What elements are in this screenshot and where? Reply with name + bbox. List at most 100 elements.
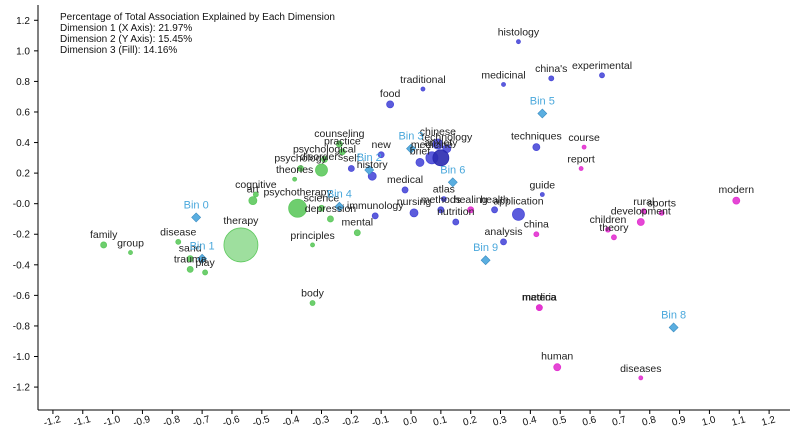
x-tick-label: 0.4 xyxy=(522,414,539,428)
bin-9-marker xyxy=(480,255,491,266)
term-label-counseling: counseling xyxy=(314,128,364,140)
x-tick-label: 0.8 xyxy=(641,414,658,428)
term-label-trauma: trauma xyxy=(174,253,207,265)
bin-markers xyxy=(191,108,679,333)
term-label-materia: materia xyxy=(522,292,557,304)
term-label-theories: theories xyxy=(276,164,313,176)
y-tick-label: -1.0 xyxy=(13,352,31,363)
term-label-depression: depression xyxy=(305,203,357,215)
term-label-rural: rural xyxy=(633,196,654,208)
term-label-development: development xyxy=(611,206,671,218)
y-tick-label: -0.0 xyxy=(13,199,31,210)
term-label-technology: technology xyxy=(421,132,473,144)
dimension-2-percent: Dimension 2 (Y Axis): 15.45% xyxy=(60,34,193,45)
term-label-china: china xyxy=(524,219,549,231)
axes: 1.2 1.0 0.8 0.6 0.4 0.2 -0.0 -0.2 -0.4 -0.6 -0.8 -1… xyxy=(13,5,790,429)
bin-9-label: Bin 9 xyxy=(473,242,498,254)
bin-6-label: Bin 6 xyxy=(440,164,465,176)
x-tick-label: 0.0 xyxy=(402,414,419,428)
term-label-mental: mental xyxy=(342,217,374,229)
bin-6-marker xyxy=(447,177,458,188)
term-label-course: course xyxy=(568,132,600,144)
x-tick-label: 0.9 xyxy=(671,414,688,428)
x-tick-label: -0.5 xyxy=(251,414,271,429)
x-tick-label: 1.1 xyxy=(730,414,747,428)
term-label-psychology: psychology xyxy=(274,153,327,165)
x-tick-label: -0.4 xyxy=(281,414,301,429)
term-point-guide xyxy=(539,192,545,197)
y-tick-label: -0.8 xyxy=(13,321,31,332)
term-label-guide: guide xyxy=(529,180,555,192)
term-point-atlas xyxy=(440,196,447,202)
term-label-report: report xyxy=(567,154,595,166)
term-point-medical xyxy=(401,186,409,194)
term-label-sports: sports xyxy=(647,197,676,209)
bin-2-label: Bin 2 xyxy=(357,152,382,164)
term-point-new xyxy=(377,151,385,159)
term-point-techniques xyxy=(532,143,541,152)
term-label-diseases: diseases xyxy=(620,363,661,375)
term-label-immunology: immunology xyxy=(347,200,404,212)
term-points xyxy=(100,39,741,381)
term-label-modern: modern xyxy=(718,184,754,196)
y-tick-label: -1.2 xyxy=(13,383,31,394)
term-label-chinese: chinese xyxy=(420,126,456,138)
term-point-psychology xyxy=(297,165,305,172)
y-tick-label: 0.6 xyxy=(16,107,30,118)
dimension-1-percent: Dimension 1 (X Axis): 21.97% xyxy=(60,23,193,34)
term-point-experimental xyxy=(599,72,605,79)
term-point-modern xyxy=(732,196,741,205)
term-point-brief xyxy=(415,158,425,167)
term-point-human xyxy=(553,363,562,372)
x-tick-label: 0.1 xyxy=(432,414,449,428)
term-label-medicinal: medicinal xyxy=(481,69,525,81)
term-label-new: new xyxy=(372,139,392,151)
term-point-theory xyxy=(611,234,617,241)
term-label-application: application xyxy=(493,195,543,207)
x-tick-label: 0.7 xyxy=(611,414,628,428)
x-tick-label: -0.6 xyxy=(222,414,242,429)
term-label-brief: brief xyxy=(410,145,431,157)
bin-4-marker xyxy=(334,201,345,212)
bin-8-marker xyxy=(668,322,679,333)
term-label-play: play xyxy=(195,257,215,269)
term-point-cognitive xyxy=(252,191,259,198)
y-tick-label: 0.4 xyxy=(16,138,30,149)
term-point-group xyxy=(128,250,133,255)
term-label-nursing: nursing xyxy=(397,196,432,208)
term-label-analysis: analysis xyxy=(485,226,523,238)
term-point-sports xyxy=(658,209,665,216)
term-point-diseases xyxy=(638,375,644,381)
x-tick-label: -0.2 xyxy=(341,414,361,429)
x-tick-label: 1.0 xyxy=(701,414,718,428)
term-point-depression xyxy=(327,215,334,223)
term-label-children: children xyxy=(590,214,627,226)
term-point-traditional xyxy=(420,86,426,92)
term-point-disease xyxy=(175,238,182,245)
term-label-medical: medical xyxy=(387,174,423,186)
x-tick-label: -0.9 xyxy=(132,414,152,429)
term-point-psychological xyxy=(321,155,328,163)
term-label-psychological: psychological xyxy=(293,143,356,155)
y-tick-label: 0.2 xyxy=(16,169,30,180)
term-label-theory: theory xyxy=(599,222,629,234)
bin-0-marker xyxy=(191,212,202,223)
y-tick-label: 0.8 xyxy=(16,77,30,88)
term-label-china-s: china's xyxy=(535,63,567,75)
term-point-application xyxy=(512,207,525,221)
bin-4-label: Bin 4 xyxy=(327,189,352,201)
term-label-medica: medica xyxy=(522,292,556,304)
term-point-theories xyxy=(292,176,298,182)
term-point-chinese xyxy=(432,138,444,150)
term-point-nursing xyxy=(409,208,419,218)
y-tick-label: 1.0 xyxy=(16,46,30,57)
x-tick-label: -1.2 xyxy=(43,414,63,429)
term-label-disease: disease xyxy=(160,226,196,238)
term-label-practice: practice xyxy=(324,136,361,148)
term-point-nutrition xyxy=(452,218,460,226)
term-label-therapy: therapy xyxy=(223,215,259,227)
term-point-history xyxy=(367,171,377,181)
term-point-children xyxy=(605,226,611,233)
x-tick-label: 0.3 xyxy=(492,414,509,428)
